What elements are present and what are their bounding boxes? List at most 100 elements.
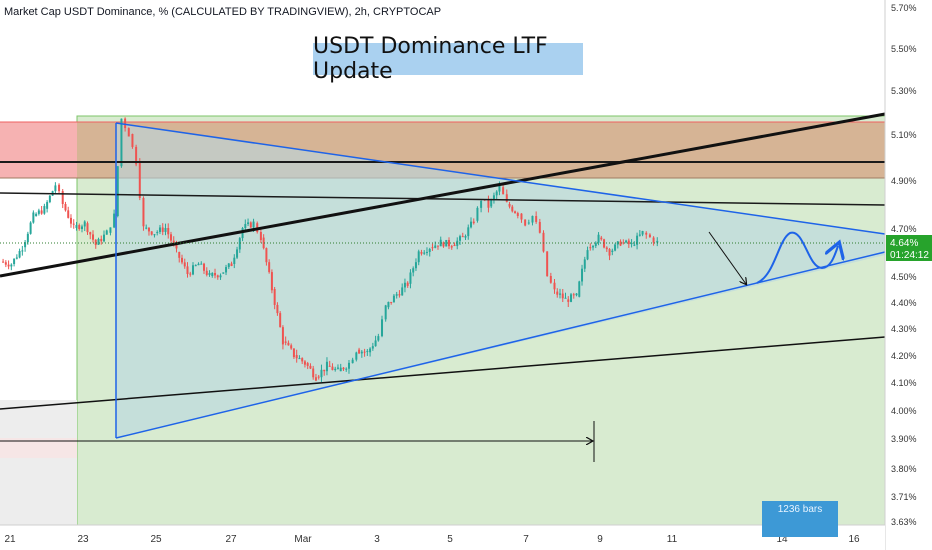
candle-body: [97, 238, 100, 245]
candle-body: [531, 215, 534, 223]
candle-body: [26, 233, 29, 243]
candle-body: [109, 227, 112, 233]
price-axis[interactable]: [885, 0, 932, 550]
bars-count-label: 1236 bars: [777, 504, 823, 515]
candle-body: [236, 249, 239, 258]
candle-body: [442, 242, 445, 247]
candle-body: [219, 275, 222, 278]
candle-body: [40, 210, 43, 214]
candle-body: [331, 366, 334, 371]
candle-body: [542, 232, 545, 252]
candle-body: [502, 187, 505, 195]
candle-body: [381, 319, 384, 337]
descending-black-line[interactable]: [0, 192, 886, 206]
time-axis-labels: 21 23 25 27 Mar 3 5 7 9 11 14 16: [4, 534, 860, 545]
triangle-fill: [116, 123, 885, 438]
bars-count-box: 1236 bars: [762, 501, 838, 537]
candle-body: [80, 226, 83, 230]
candle-body: [445, 240, 448, 247]
lower-black-trendline[interactable]: [0, 336, 886, 410]
candle-body: [309, 365, 312, 369]
candle-body: [505, 194, 508, 202]
candle-body: [611, 250, 614, 252]
candle-body: [366, 350, 369, 352]
candle-body: [13, 258, 16, 264]
candle-body: [403, 282, 406, 288]
candle-body: [339, 367, 342, 372]
price-tick-label: 4.40%: [891, 298, 917, 308]
candle-body: [420, 252, 423, 254]
candle-body: [35, 213, 38, 216]
rising-black-trendline[interactable]: [0, 112, 886, 278]
candle-body: [490, 199, 493, 207]
candle-body: [32, 212, 35, 223]
candle-body: [467, 227, 470, 237]
candle-body: [2, 261, 5, 263]
candle-body: [371, 346, 374, 349]
time-tick-label: 9: [597, 534, 603, 545]
candle-body: [172, 240, 175, 244]
candle-body: [75, 225, 78, 228]
candle-body: [200, 263, 203, 265]
price-axis-labels: 5.70% 5.50% 5.30% 5.10% 4.90% 4.70% 4.50% 4.40%…: [891, 3, 917, 527]
candle-body: [622, 242, 625, 244]
candle-body: [7, 264, 10, 267]
candle-body: [597, 234, 600, 243]
candle-body: [105, 230, 108, 235]
triangle-lower-line[interactable]: [115, 251, 886, 439]
candle-body: [627, 240, 630, 245]
candle-body: [116, 166, 119, 216]
candle-body: [358, 349, 361, 354]
time-tick-label: 3: [374, 534, 380, 545]
price-tick-label: 3.63%: [891, 517, 917, 527]
candle-body: [428, 249, 431, 252]
candle-body: [363, 351, 366, 353]
candle-body: [583, 259, 586, 269]
candle-body: [592, 245, 595, 248]
candle-body: [290, 345, 293, 349]
projection-down-arrow[interactable]: [708, 231, 746, 284]
candle-body: [630, 242, 633, 245]
time-tick-label: 27: [225, 534, 237, 545]
chart-header: Market Cap USDT Dominance, % (CALCULATED…: [4, 6, 442, 18]
candle-body: [89, 232, 92, 235]
candle-body: [625, 240, 628, 243]
candle-body: [401, 287, 404, 296]
candle-body: [495, 191, 498, 196]
candle-body: [252, 221, 255, 228]
candle-body: [142, 197, 145, 227]
candle-body: [412, 268, 415, 273]
candle-body: [328, 365, 331, 367]
current-price-label: 4.64%: [890, 238, 918, 249]
candle-body: [608, 249, 611, 256]
candle-body: [287, 342, 290, 346]
candle-body: [456, 240, 459, 246]
candle-body: [292, 348, 295, 358]
candle-body: [556, 291, 559, 295]
triangle-upper-line[interactable]: [115, 122, 886, 235]
candle-body: [268, 262, 271, 273]
candle-body: [498, 185, 501, 192]
candle-body: [351, 359, 354, 364]
title-banner: USDT Dominance LTF Update: [313, 34, 583, 84]
candle-body: [103, 234, 106, 242]
countdown-label: 01:24:12: [890, 250, 929, 261]
time-axis[interactable]: [0, 525, 885, 550]
time-tick-label: 11: [667, 534, 678, 545]
candle-body: [69, 217, 72, 224]
price-tick-label: 4.90%: [891, 176, 917, 186]
candle-body: [164, 228, 167, 232]
candle-body: [342, 367, 345, 370]
candle-body: [641, 230, 644, 235]
candle-body: [192, 265, 195, 275]
price-tick-label: 4.70%: [891, 224, 917, 234]
candle-body: [369, 348, 372, 353]
candle-body: [175, 243, 178, 249]
supply-zone-red: [0, 122, 77, 178]
price-tick-label: 3.71%: [891, 492, 917, 502]
price-tick-label: 5.50%: [891, 44, 917, 54]
projection-wave-arrow[interactable]: [756, 231, 838, 284]
candle-body: [120, 118, 123, 167]
candle-body: [564, 297, 567, 299]
